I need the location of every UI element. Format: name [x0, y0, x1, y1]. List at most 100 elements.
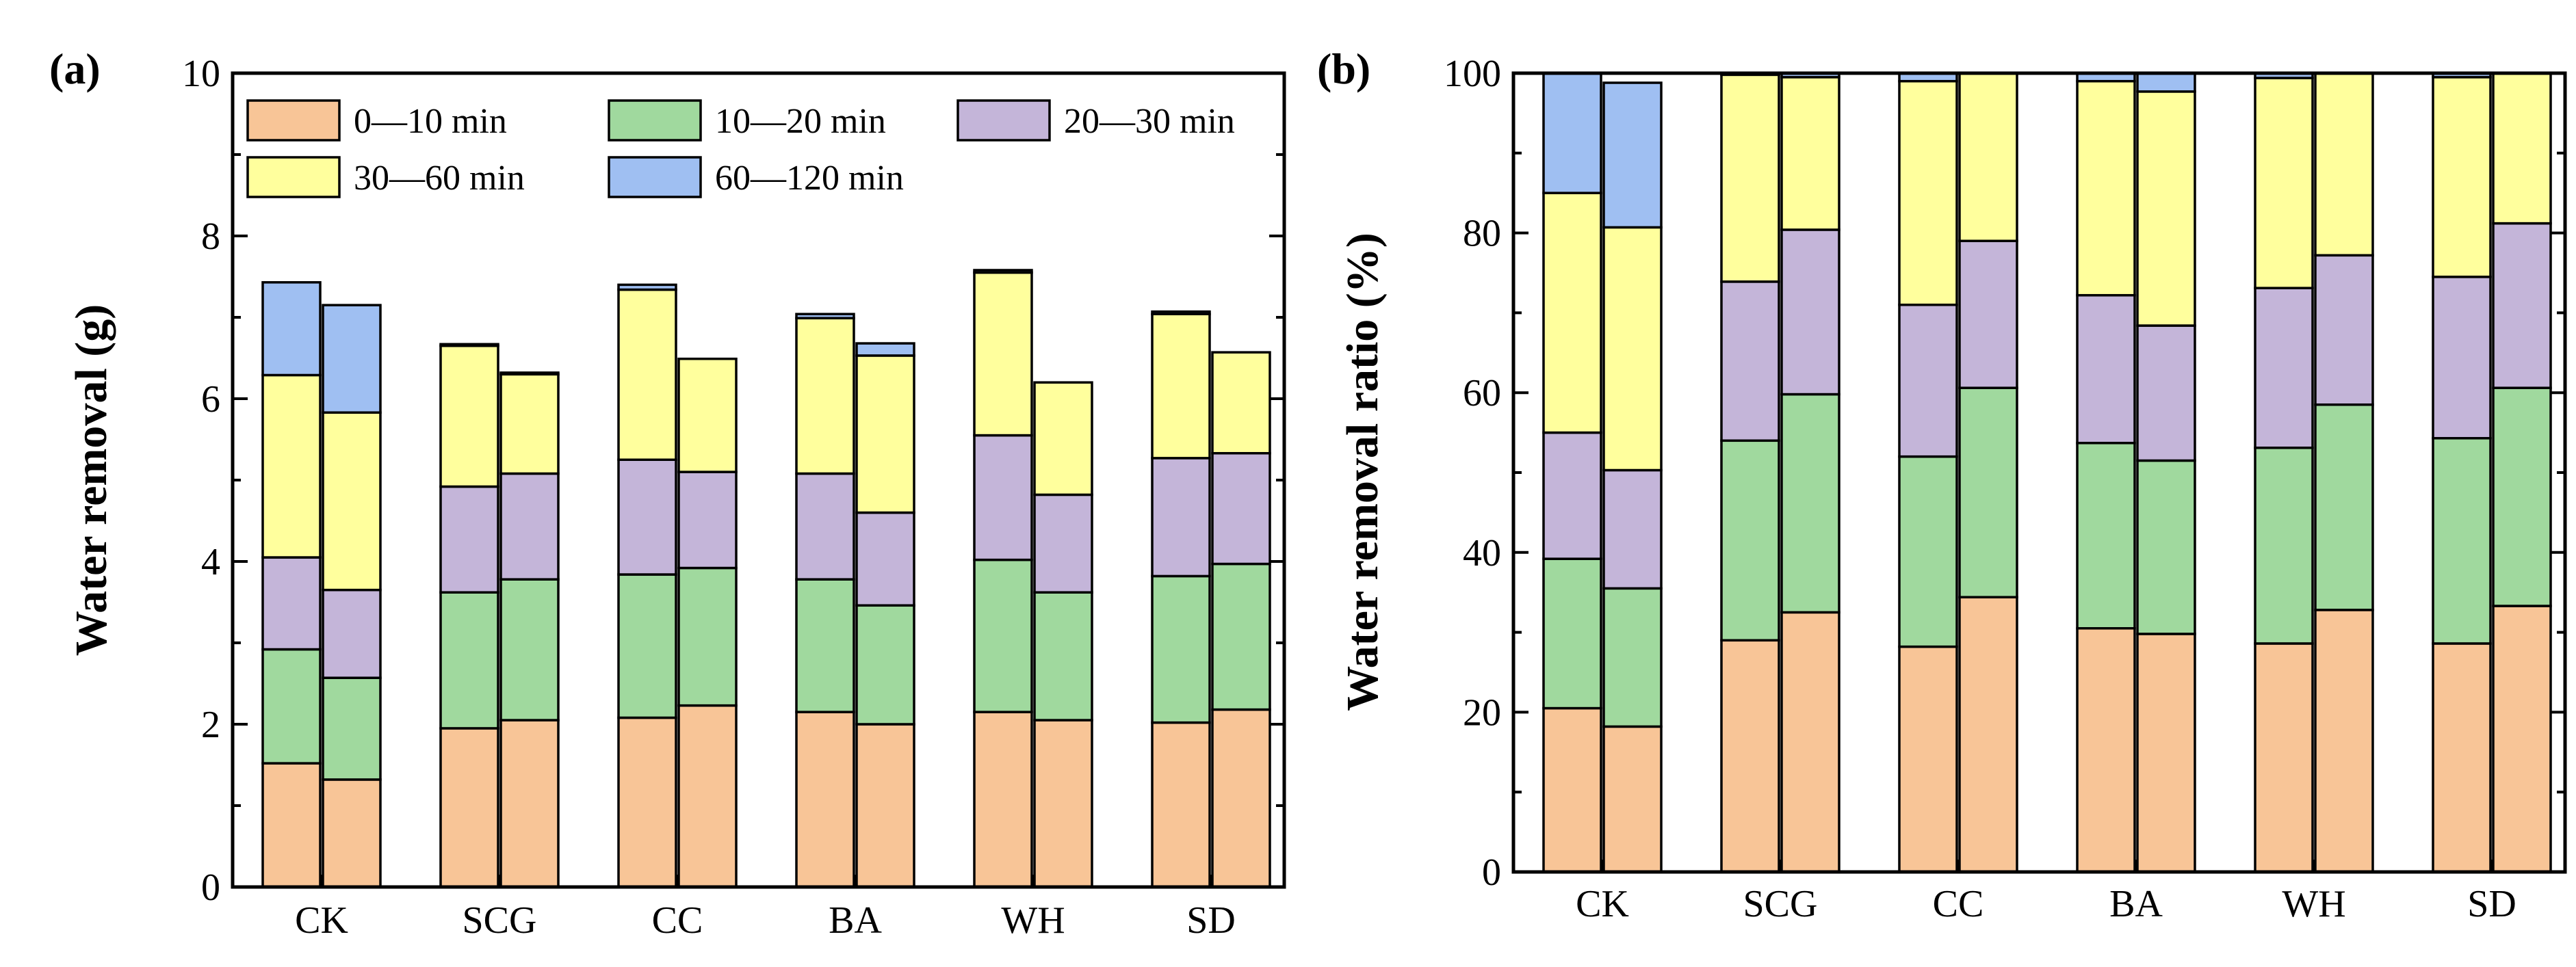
bar-segment-ck-2-series-2: [1602, 587, 1663, 728]
y-tick-label: 20: [1463, 691, 1501, 734]
bar-segment-ba-2-series-3: [2136, 324, 2196, 462]
bar-segment-scg-2-series-1: [499, 719, 560, 888]
bar-segment-scg-1-series-4: [439, 344, 499, 488]
y-tick-label: 40: [1463, 532, 1501, 574]
bar-segment-scg-2-series-3: [1780, 228, 1840, 396]
bar-segment-scg-2-series-5: [499, 371, 560, 376]
panel-a-label: (a): [49, 44, 101, 93]
bar-segment-wh-2-series-2: [2314, 403, 2374, 611]
y-tick-label: 80: [1463, 213, 1501, 255]
bar-segment-cc-1-series-1: [617, 716, 677, 888]
bar-segment-ck-2-series-2: [322, 676, 382, 781]
bar-segment-sd-1-series-3: [2432, 276, 2492, 440]
panel-a-y-axis-title: Water removal (g): [66, 304, 116, 656]
panel-a-bars: [261, 269, 1271, 888]
bar-segment-ba-2-series-4: [2136, 90, 2196, 327]
bar-segment-sd-1-series-4: [2432, 76, 2492, 278]
bar-segment-scg-1-series-1: [1720, 639, 1780, 873]
bar-segment-sd-2-series-4: [1211, 351, 1271, 455]
bar-segment-sd-2-series-4: [2492, 72, 2552, 225]
bar-segment-sd-2-series-2: [2492, 386, 2552, 607]
bar-segment-ck-1-series-4: [1542, 191, 1602, 434]
category-label-sd: SD: [1186, 899, 1236, 942]
bar-segment-scg-1-series-2: [439, 591, 499, 730]
bar-segment-scg-2-series-4: [499, 373, 560, 475]
bar-segment-cc-1-series-2: [617, 573, 677, 719]
bar-segment-wh-1-series-3: [2254, 287, 2314, 449]
bar-segment-cc-1-series-5: [617, 283, 677, 291]
panel-a-category-labels: CK SCG CC BA WH SD: [295, 899, 1236, 942]
bar-segment-ba-1-series-2: [795, 578, 855, 713]
bar-segment-ck-1-series-1: [1542, 706, 1602, 873]
bar-segment-sd-1-series-3: [1151, 457, 1211, 578]
bar-segment-cc-2-series-3: [1958, 239, 2018, 389]
bar-segment-wh-2-series-3: [2314, 254, 2374, 406]
legend-label-3: 20—30 min: [1064, 102, 1235, 141]
bar-segment-ck-2-series-1: [322, 778, 382, 888]
legend: 0—10 min 10—20 min 20—30 min 30—60 min 60—12…: [246, 99, 1235, 198]
bar-segment-ba-2-series-3: [855, 511, 915, 607]
panel-b-bars: [1542, 72, 2552, 873]
bar-segment-wh-2-series-1: [1033, 719, 1093, 888]
bar-segment-cc-1-series-2: [1898, 455, 1958, 648]
y-tick-label: 6: [201, 378, 220, 421]
bar-segment-cc-1-series-4: [617, 288, 677, 462]
bar-segment-sd-1-series-5: [1151, 310, 1211, 315]
bar-segment-cc-2-series-4: [677, 357, 738, 473]
bar-segment-cc-1-series-4: [1898, 79, 1958, 306]
bar-segment-ck-2-series-5: [1602, 81, 1663, 229]
y-tick-label: 60: [1463, 372, 1501, 414]
bar-segment-ck-2-series-4: [322, 411, 382, 592]
bar-segment-sd-1-series-4: [1151, 313, 1211, 460]
y-tick-label: 2: [201, 704, 220, 746]
bar-segment-cc-2-series-2: [677, 566, 738, 707]
legend-swatch-1: [246, 99, 341, 142]
bar-segment-sd-1-series-2: [2432, 437, 2492, 645]
bar-segment-ck-1-series-3: [261, 556, 322, 651]
panel-a-chart: 0 2 4 6 8 10 CK SCG CC BA WH SD (a) Water removal …: [49, 44, 1286, 942]
bar-segment-sd-1-series-2: [1151, 574, 1211, 724]
bar-segment-ck-1-series-5: [261, 281, 322, 377]
category-label-ck: CK: [295, 899, 348, 942]
bar-segment-cc-2-series-3: [677, 471, 738, 570]
y-tick-label: 100: [1444, 53, 1501, 95]
bar-segment-ck-1-series-1: [261, 762, 322, 888]
y-tick-label: 10: [182, 53, 220, 95]
category-label-scg: SCG: [1743, 883, 1818, 925]
bar-segment-sd-2-series-3: [2492, 222, 2552, 389]
bar-segment-ba-2-series-2: [2136, 459, 2196, 635]
bar-segment-wh-1-series-3: [973, 434, 1033, 561]
panel-b-category-labels: CK SCG CC BA WH SD: [1576, 883, 2516, 925]
panel-b-chart: 0 20 40 60 80 100 CK SCG CC BA WH SD (b) Water rem…: [1317, 44, 2567, 925]
y-tick-label: 8: [201, 215, 220, 258]
bar-segment-wh-1-series-1: [973, 711, 1033, 888]
bar-segment-wh-1-series-5: [973, 269, 1033, 274]
bar-segment-cc-1-series-1: [1898, 645, 1958, 873]
legend-label-4: 30—60 min: [354, 159, 525, 198]
bar-segment-ba-1-series-1: [795, 711, 855, 888]
bar-segment-sd-2-series-1: [2492, 605, 2552, 873]
category-label-ck: CK: [1576, 883, 1629, 925]
bar-segment-scg-1-series-3: [439, 485, 499, 594]
bar-segment-ck-1-series-5: [1542, 72, 1602, 194]
bar-segment-ba-2-series-2: [855, 604, 915, 726]
bar-segment-cc-2-series-1: [677, 704, 738, 888]
bar-segment-cc-1-series-3: [617, 458, 677, 576]
bar-segment-ba-1-series-1: [2076, 627, 2136, 873]
bar-segment-cc-2-series-2: [1958, 386, 2018, 598]
bar-segment-wh-1-series-2: [2254, 447, 2314, 645]
bar-segment-cc-2-series-1: [1958, 596, 2018, 873]
bar-segment-sd-2-series-3: [1211, 451, 1271, 566]
panel-b-y-axis-title: Water removal ratio (%): [1338, 233, 1388, 711]
bar-segment-ck-2-series-3: [1602, 468, 1663, 590]
bar-segment-wh-1-series-2: [973, 558, 1033, 713]
bar-segment-ba-1-series-2: [2076, 442, 2136, 630]
bar-segment-wh-2-series-1: [2314, 609, 2374, 873]
bar-segment-sd-1-series-1: [1151, 721, 1211, 888]
bar-segment-ba-1-series-3: [795, 472, 855, 581]
legend-swatch-4: [246, 156, 341, 198]
bar-segment-ba-2-series-1: [855, 723, 915, 888]
category-label-cc: CC: [1933, 883, 1984, 925]
bar-segment-ba-1-series-3: [2076, 293, 2136, 445]
